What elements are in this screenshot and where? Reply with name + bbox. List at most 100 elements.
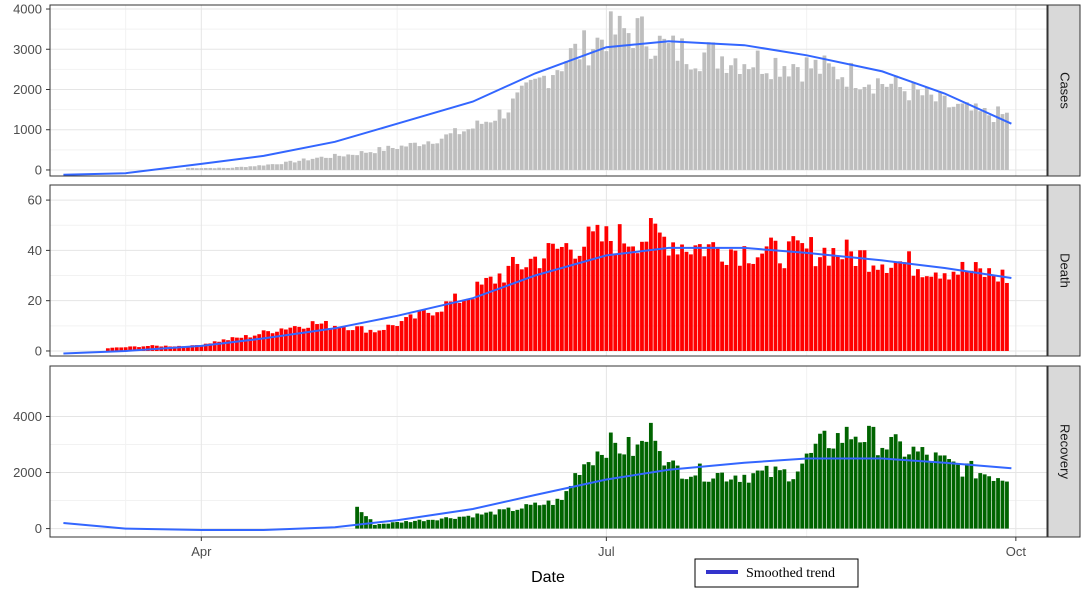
bar: [947, 459, 951, 529]
bar: [751, 473, 756, 529]
bar: [644, 241, 649, 351]
bar: [742, 474, 747, 529]
bar: [502, 282, 506, 351]
bar: [493, 283, 497, 351]
bar: [760, 253, 765, 351]
bar: [720, 261, 724, 351]
bar: [680, 478, 684, 529]
bar: [924, 454, 929, 529]
bar: [724, 264, 729, 351]
bar: [849, 439, 854, 529]
bar: [960, 103, 965, 170]
bar: [822, 55, 827, 170]
bar: [604, 51, 609, 170]
bar: [929, 94, 934, 170]
bar: [448, 133, 453, 170]
bar: [542, 75, 546, 170]
bar: [484, 121, 489, 170]
bar: [399, 145, 404, 170]
bar: [644, 441, 649, 529]
bar: [555, 70, 560, 170]
bar: [933, 101, 938, 170]
bar: [831, 248, 836, 351]
bar: [546, 88, 551, 170]
bar: [221, 339, 226, 351]
bar: [840, 77, 845, 170]
bar: [835, 256, 840, 351]
bar: [991, 275, 996, 351]
bar: [996, 478, 1000, 529]
bar: [470, 128, 475, 170]
bar: [764, 246, 769, 351]
bar: [875, 455, 880, 529]
bar: [551, 243, 555, 351]
bar: [666, 255, 671, 351]
bar: [795, 240, 800, 351]
bar: [337, 327, 342, 351]
bar: [733, 58, 738, 170]
bar: [239, 166, 244, 170]
facet-strip-label: Death: [1058, 253, 1073, 288]
bar: [858, 250, 862, 351]
bar: [194, 168, 199, 170]
bar: [684, 479, 689, 529]
bar: [804, 57, 809, 170]
bar: [702, 256, 707, 351]
bar: [568, 249, 573, 351]
bar: [835, 79, 840, 170]
bar: [773, 466, 778, 529]
bar: [680, 244, 684, 351]
bar: [706, 481, 711, 529]
bar: [551, 75, 555, 170]
bar: [426, 312, 431, 351]
bar: [711, 42, 716, 170]
bar: [613, 253, 618, 351]
bar: [355, 155, 360, 170]
bar: [693, 475, 698, 529]
bar: [439, 518, 444, 529]
bar: [283, 161, 288, 170]
bar: [444, 517, 449, 529]
bar: [386, 145, 391, 170]
bar: [470, 517, 475, 529]
bar: [235, 337, 239, 351]
bar: [813, 59, 818, 170]
bar: [933, 452, 938, 529]
bar: [800, 243, 805, 351]
bar: [475, 120, 480, 170]
bar: [533, 256, 538, 351]
bar: [951, 271, 956, 351]
y-tick-label: 2000: [13, 465, 42, 480]
bar: [301, 328, 306, 351]
bar: [987, 115, 992, 170]
bar: [421, 144, 426, 170]
bar: [755, 257, 760, 351]
bar: [626, 33, 631, 170]
bar: [813, 266, 818, 351]
bar: [942, 95, 947, 170]
bar: [849, 62, 854, 170]
bar: [822, 247, 827, 351]
bar: [435, 143, 440, 170]
bar: [457, 516, 462, 529]
bar: [702, 52, 707, 170]
bar: [600, 241, 604, 351]
bar: [715, 472, 720, 529]
bar: [186, 346, 190, 351]
bar: [604, 457, 609, 529]
y-tick-label: 3000: [13, 42, 42, 57]
bar: [346, 154, 351, 170]
bar: [257, 165, 262, 170]
bar: [920, 95, 925, 170]
bar: [390, 522, 395, 529]
bar: [973, 262, 978, 351]
bar: [800, 81, 805, 170]
bar: [528, 504, 533, 529]
bar: [421, 309, 426, 351]
bar: [430, 143, 435, 170]
bar: [373, 524, 377, 529]
bar: [435, 520, 440, 529]
bar: [488, 511, 493, 529]
bar: [315, 157, 319, 170]
